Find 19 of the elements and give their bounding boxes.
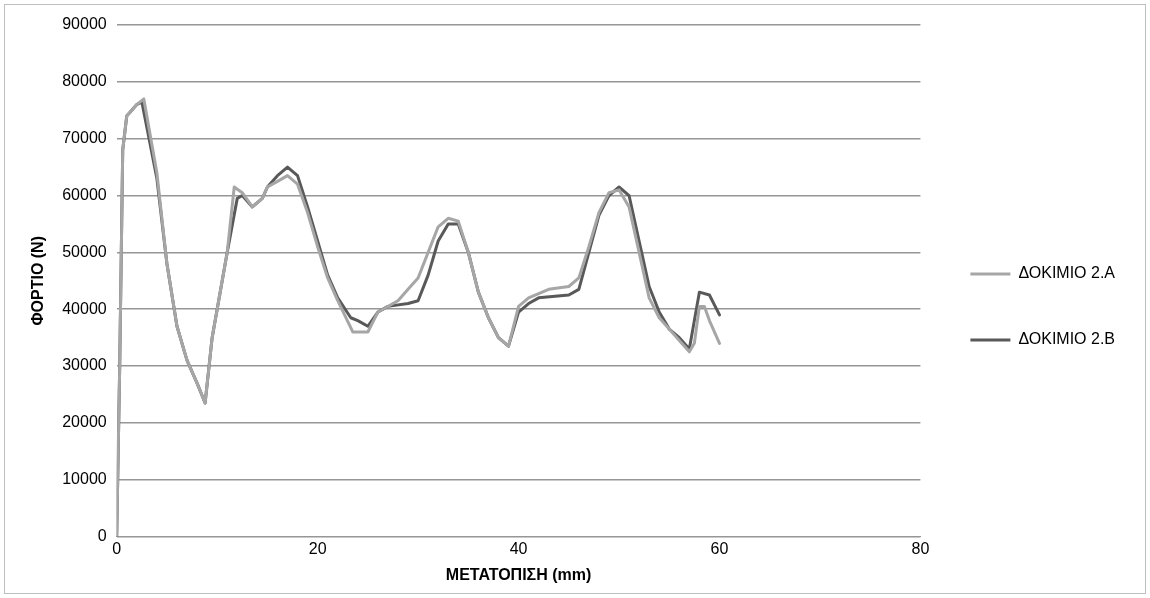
y-tick-label: 60000 [62,185,107,203]
y-tick-label: 20000 [62,413,107,431]
y-tick-label: 10000 [62,470,107,488]
y-tick-label: 80000 [62,72,107,90]
y-tick-label: 90000 [62,15,107,33]
y-tick-label: 0 [97,527,107,545]
y-axis-title: ΦΟΡΤΙΟ (N) [29,236,47,326]
x-tick-label: 0 [112,539,122,557]
x-tick-label: 40 [509,539,528,557]
y-tick-label: 40000 [62,299,107,317]
x-axis-title: ΜΕΤΑΤΟΠΙΣΗ (mm) [445,565,592,583]
x-tick-label: 20 [308,539,327,557]
y-tick-label: 50000 [62,242,107,260]
x-tick-label: 80 [911,539,930,557]
x-tick-label: 60 [710,539,729,557]
y-tick-label: 30000 [62,356,107,374]
legend-label: ΔΟΚΙΜΙΟ 2.Α [1018,264,1116,282]
y-tick-label: 70000 [62,129,107,147]
legend-label: ΔΟΚΙΜΙΟ 2.Β [1018,330,1115,348]
